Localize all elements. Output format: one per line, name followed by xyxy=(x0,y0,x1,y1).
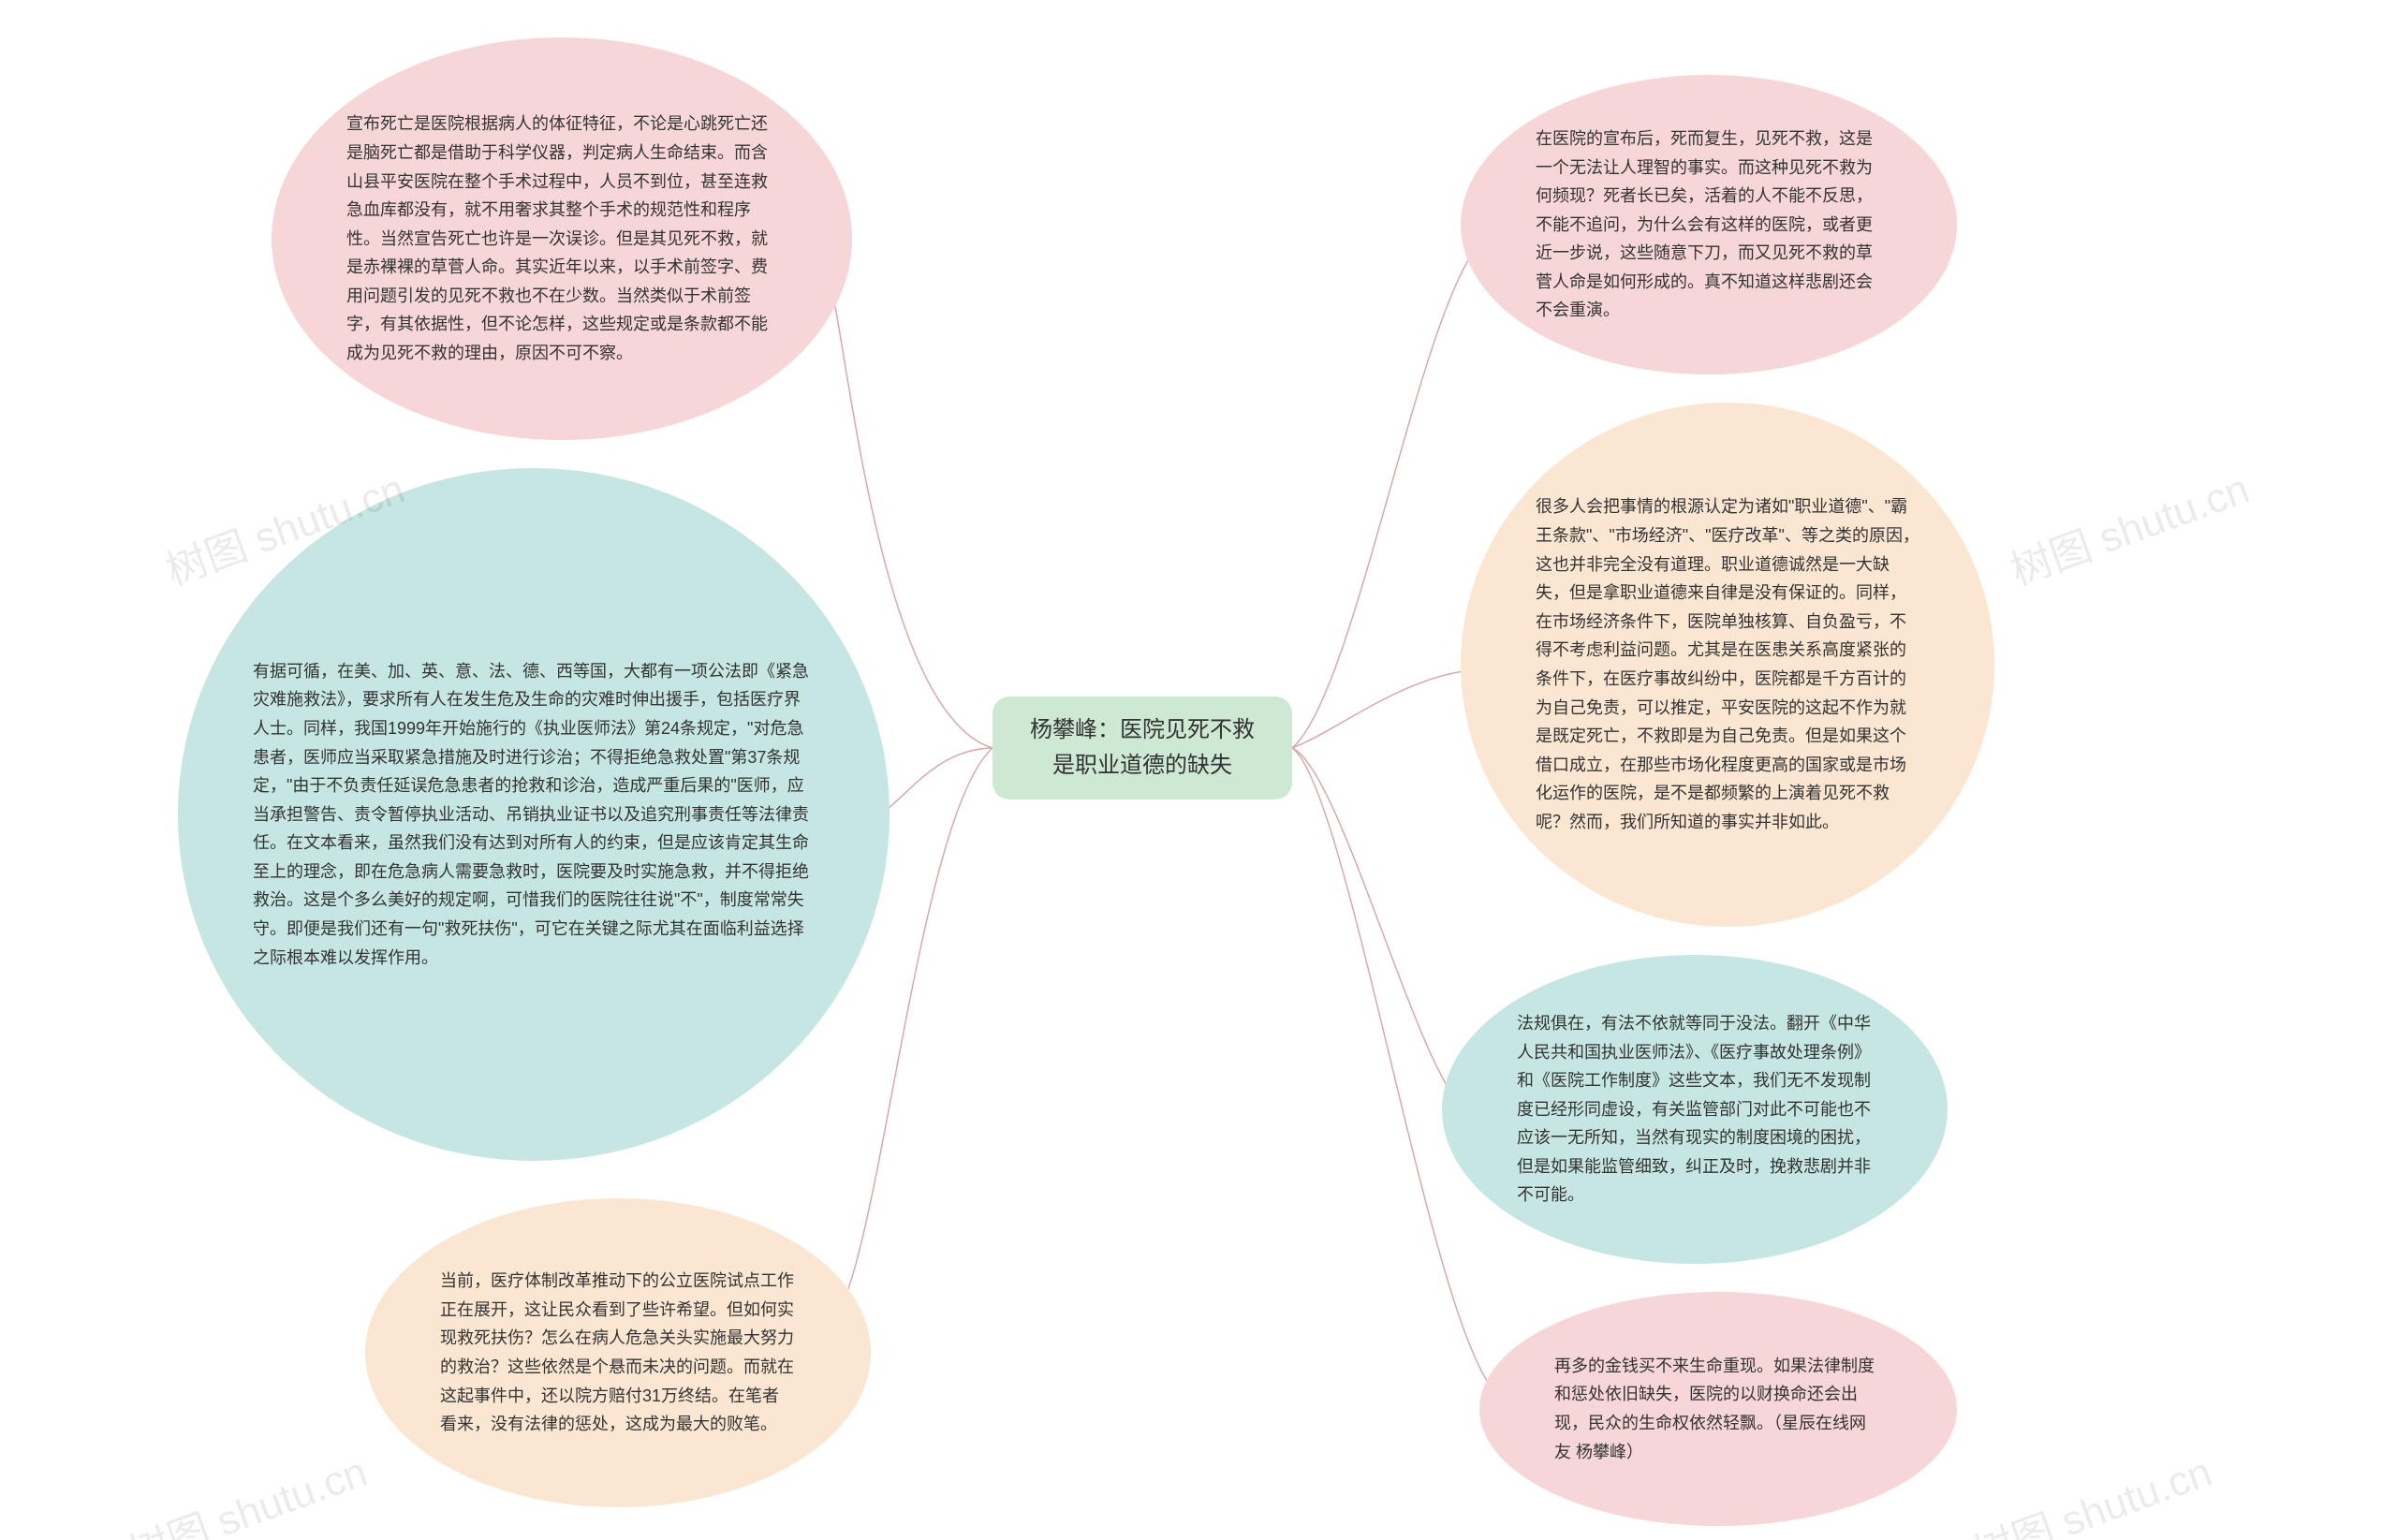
branch-node-right-4: 再多的金钱买不来生命重现。如果法律制度和惩处依旧缺失，医院的以财换命还会出现，民… xyxy=(1479,1292,1957,1526)
branch-text: 在医院的宣布后，死而复生，见死不救，这是一个无法让人理智的事实。而这种见死不救为… xyxy=(1536,125,1882,325)
watermark: 树图 shutu.cn xyxy=(119,1438,374,1540)
branch-node-left-1: 宣布死亡是医院根据病人的体征特征，不论是心跳死亡还是脑死亡都是借助于科学仪器，判… xyxy=(272,37,852,440)
branch-text: 法规俱在，有法不依就等同于没法。翻开《中华人民共和国执业医师法》、《医疗事故处理… xyxy=(1517,1009,1873,1210)
watermark: 树图 shutu.cn xyxy=(2001,455,2256,596)
branch-node-right-2: 很多人会把事情的根源认定为诸如"职业道德"、"霸王条款"、"市场经济"、"医疗改… xyxy=(1461,403,1994,927)
center-node-text: 杨攀峰：医院见死不救是职业道德的缺失 xyxy=(1021,712,1264,785)
branch-text: 当前，医疗体制改革推动下的公立医院试点工作正在展开，这让民众看到了些许希望。但如… xyxy=(440,1267,796,1439)
center-node: 杨攀峰：医院见死不救是职业道德的缺失 xyxy=(993,697,1292,799)
branch-text: 宣布死亡是医院根据病人的体征特征，不论是心跳死亡还是脑死亡都是借助于科学仪器，判… xyxy=(346,110,777,367)
branch-node-left-2: 有据可循，在美、加、英、意、法、德、西等国，大都有一项公法即《紧急灾难施救法》，… xyxy=(178,468,890,1161)
watermark: 树图 shutu.cn xyxy=(1963,1438,2218,1540)
branch-node-right-1: 在医院的宣布后，死而复生，见死不救，这是一个无法让人理智的事实。而这种见死不救为… xyxy=(1461,75,1957,374)
branch-text: 再多的金钱买不来生命重现。如果法律制度和惩处依旧缺失，医院的以财换命还会出现，民… xyxy=(1554,1352,1882,1466)
branch-text: 有据可循，在美、加、英、意、法、德、西等国，大都有一项公法即《紧急灾难施救法》，… xyxy=(253,657,815,973)
branch-node-left-3: 当前，医疗体制改革推动下的公立医院试点工作正在展开，这让民众看到了些许希望。但如… xyxy=(365,1198,871,1507)
branch-text: 很多人会把事情的根源认定为诸如"职业道德"、"霸王条款"、"市场经济"、"医疗改… xyxy=(1536,492,1919,836)
branch-node-right-3: 法规俱在，有法不依就等同于没法。翻开《中华人民共和国执业医师法》、《医疗事故处理… xyxy=(1442,955,1948,1264)
